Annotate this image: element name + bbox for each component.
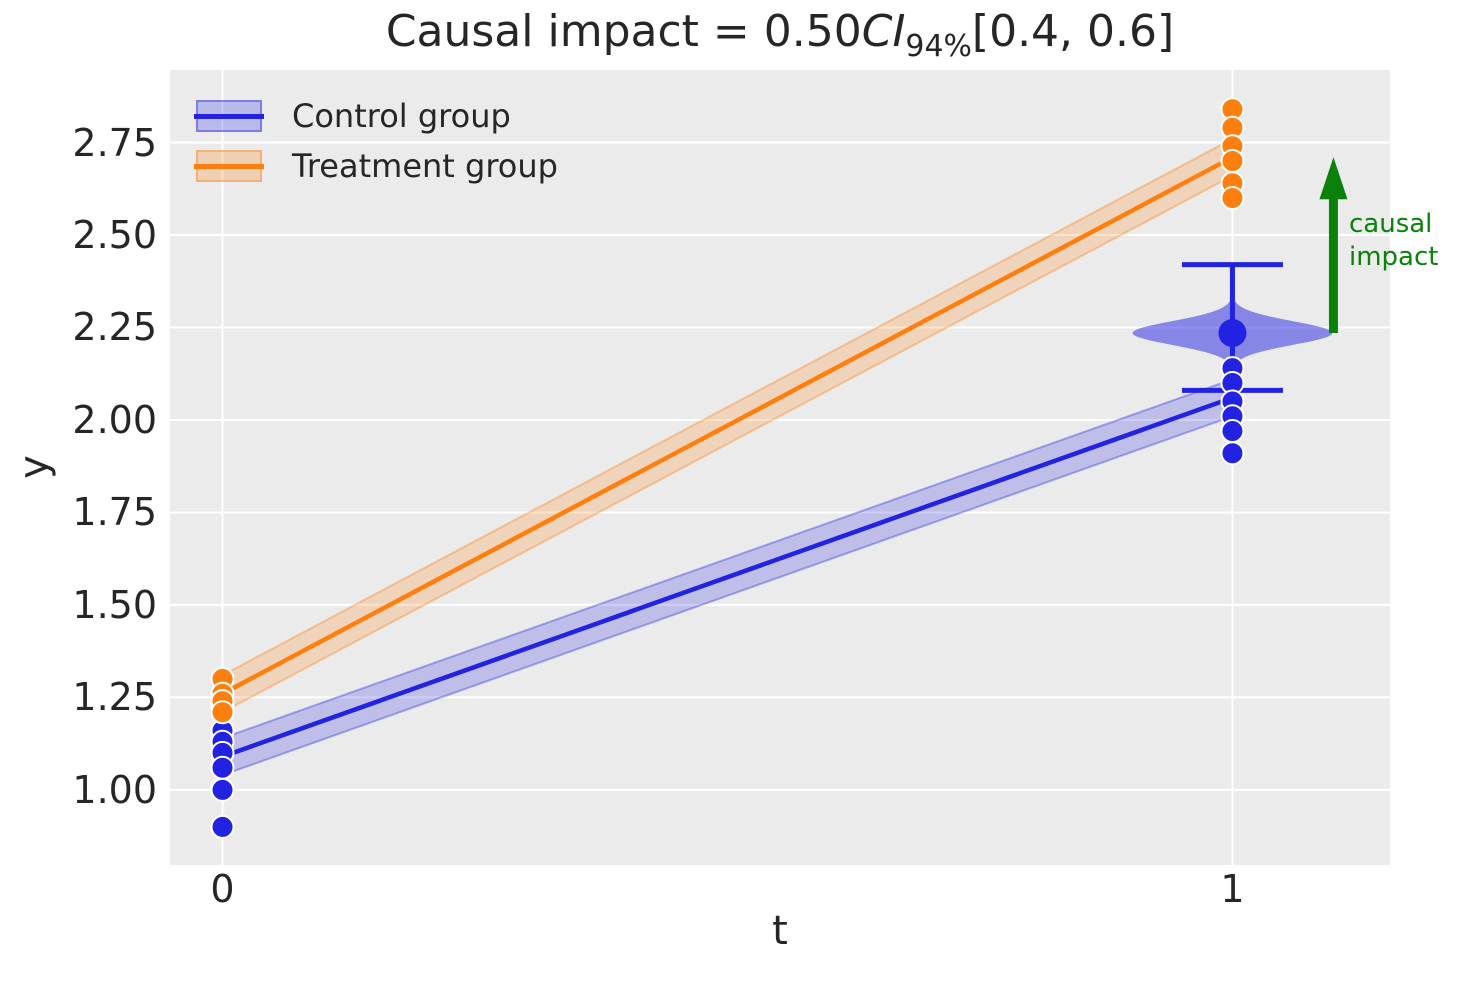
x-tick-label: 0: [210, 867, 235, 911]
legend-label-control: Control group: [292, 97, 511, 135]
x-tick-label: 1: [1220, 867, 1245, 911]
y-tick-label: 2.00: [72, 397, 157, 442]
y-tick-label: 1.50: [72, 582, 157, 627]
legend-label-treatment: Treatment group: [292, 147, 558, 185]
control-group-t1-point: [1220, 441, 1245, 466]
title-ci-interval: [0.4, 0.6]: [971, 6, 1175, 57]
legend-item-treatment: Treatment group: [194, 141, 558, 191]
causal-impact-annotation: causal impact: [1349, 209, 1439, 272]
y-tick-label: 2.25: [72, 305, 157, 350]
treatment-trend-line: [220, 155, 1235, 696]
treatment-trend-ci-band-edge: [222, 137, 1233, 677]
y-tick-label: 2.75: [72, 120, 157, 165]
control-group-t0-point: [210, 814, 235, 839]
y-tick-label: 2.50: [72, 212, 157, 257]
y-axis-label: y: [10, 455, 57, 479]
control-legend-swatch: [194, 100, 264, 132]
treatment-group-t1-point: [1220, 185, 1245, 210]
chart-title: Causal impact = 0.50CI94%[0.4, 0.6]: [170, 6, 1390, 64]
violin-mean-dot: [1218, 319, 1247, 348]
control-legend-line: [194, 113, 264, 119]
y-tick-label: 1.75: [72, 490, 157, 535]
treatment-legend-swatch: [194, 150, 264, 182]
title-ci-subscript: 94%: [905, 28, 972, 64]
treatment-trend-ci-band-edge: [222, 174, 1233, 714]
legend-item-control: Control group: [194, 91, 558, 141]
title-prefix: Causal impact = 0.50: [385, 6, 862, 57]
treatment-legend-line: [194, 163, 264, 169]
treatment-group-t0-point: [210, 700, 235, 725]
causal-impact-arrowhead: [1319, 157, 1348, 200]
title-ci-symbol: CI: [861, 6, 906, 57]
y-tick-label: 1.00: [72, 767, 157, 812]
control-trend-ci-band-edge: [222, 378, 1233, 740]
y-tick-label: 1.25: [72, 675, 157, 720]
legend: Control group Treatment group: [194, 91, 558, 191]
control-group-t1-point: [1220, 419, 1245, 444]
treatment-group-t1-point: [1220, 149, 1245, 174]
plot-area: [170, 70, 1390, 865]
x-axis-label: t: [772, 908, 788, 954]
control-group-t0-point: [210, 777, 235, 802]
control-trend-line: [220, 395, 1235, 759]
control-trend-ci-band-edge: [222, 415, 1233, 777]
control-group-t0-point: [210, 755, 235, 780]
